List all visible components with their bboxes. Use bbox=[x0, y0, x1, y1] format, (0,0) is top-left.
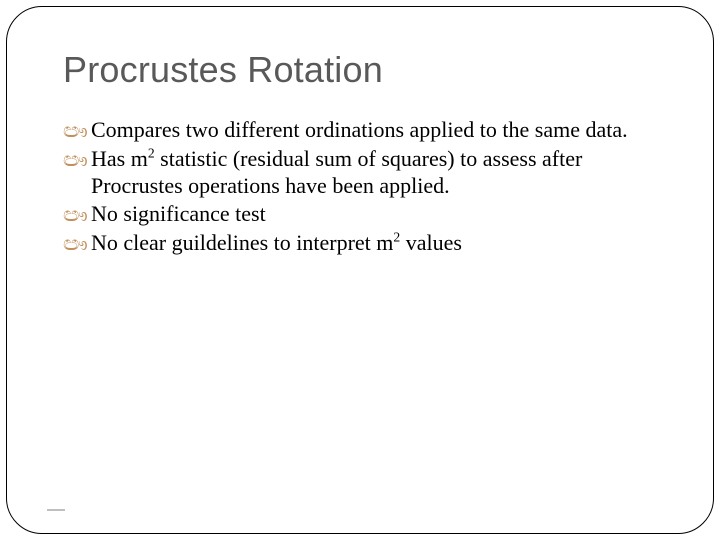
footer-dash-icon bbox=[47, 509, 65, 511]
bullet-marker-icon: ඐ bbox=[63, 119, 88, 143]
slide-title: Procrustes Rotation bbox=[63, 49, 657, 91]
bullet-marker-icon: ඐ bbox=[63, 148, 88, 172]
bullet-item: ඐ Has m2 statistic (residual sum of squa… bbox=[63, 146, 657, 200]
bullet-item: ඐ No significance test bbox=[63, 201, 657, 228]
bullet-text: No significance test bbox=[91, 201, 266, 226]
bullet-text: No clear guildelines to interpret m2 val… bbox=[91, 230, 462, 255]
bullet-marker-icon: ඐ bbox=[63, 232, 88, 256]
bullet-text: Has m2 statistic (residual sum of square… bbox=[91, 146, 582, 198]
slide-frame: Procrustes Rotation ඐ Compares two diffe… bbox=[6, 6, 714, 534]
bullet-text: Compares two different ordinations appli… bbox=[91, 117, 628, 142]
bullet-item: ඐ No clear guildelines to interpret m2 v… bbox=[63, 230, 657, 257]
bullet-list: ඐ Compares two different ordinations app… bbox=[63, 117, 657, 257]
bullet-item: ඐ Compares two different ordinations app… bbox=[63, 117, 657, 144]
bullet-marker-icon: ඐ bbox=[63, 203, 88, 227]
